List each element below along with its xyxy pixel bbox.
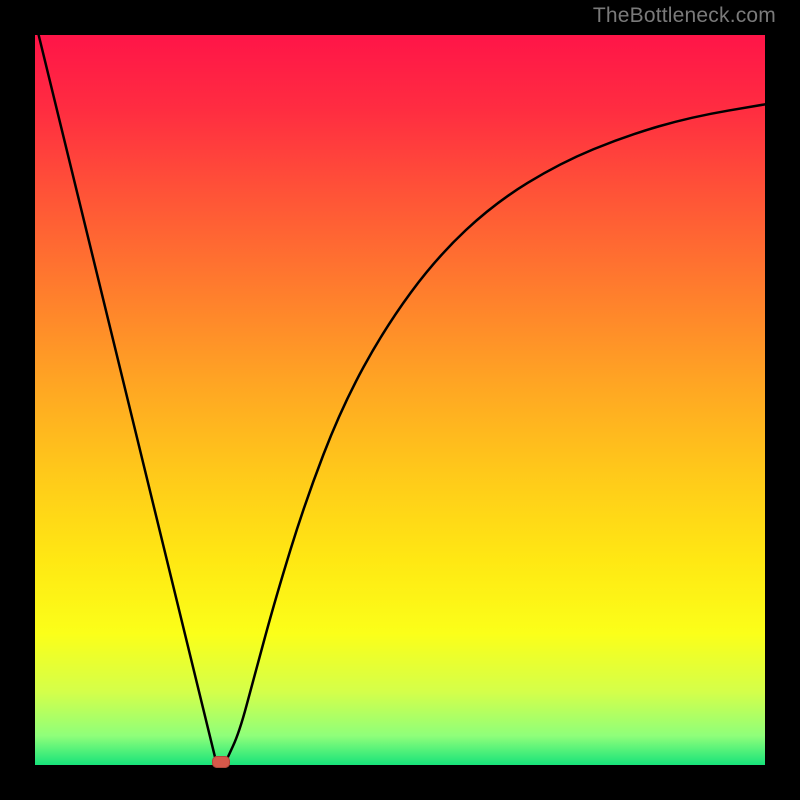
minimum-marker xyxy=(212,756,230,768)
chart-container: TheBottleneck.com xyxy=(0,0,800,800)
watermark-text: TheBottleneck.com xyxy=(593,4,776,28)
plot-area xyxy=(35,35,765,765)
